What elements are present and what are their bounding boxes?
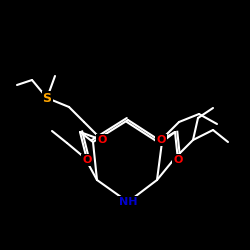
Text: O: O	[97, 135, 107, 145]
Text: S: S	[42, 92, 51, 104]
Text: O: O	[156, 135, 166, 145]
Text: O: O	[173, 155, 183, 165]
Text: O: O	[82, 155, 92, 165]
Text: NH: NH	[119, 197, 137, 207]
